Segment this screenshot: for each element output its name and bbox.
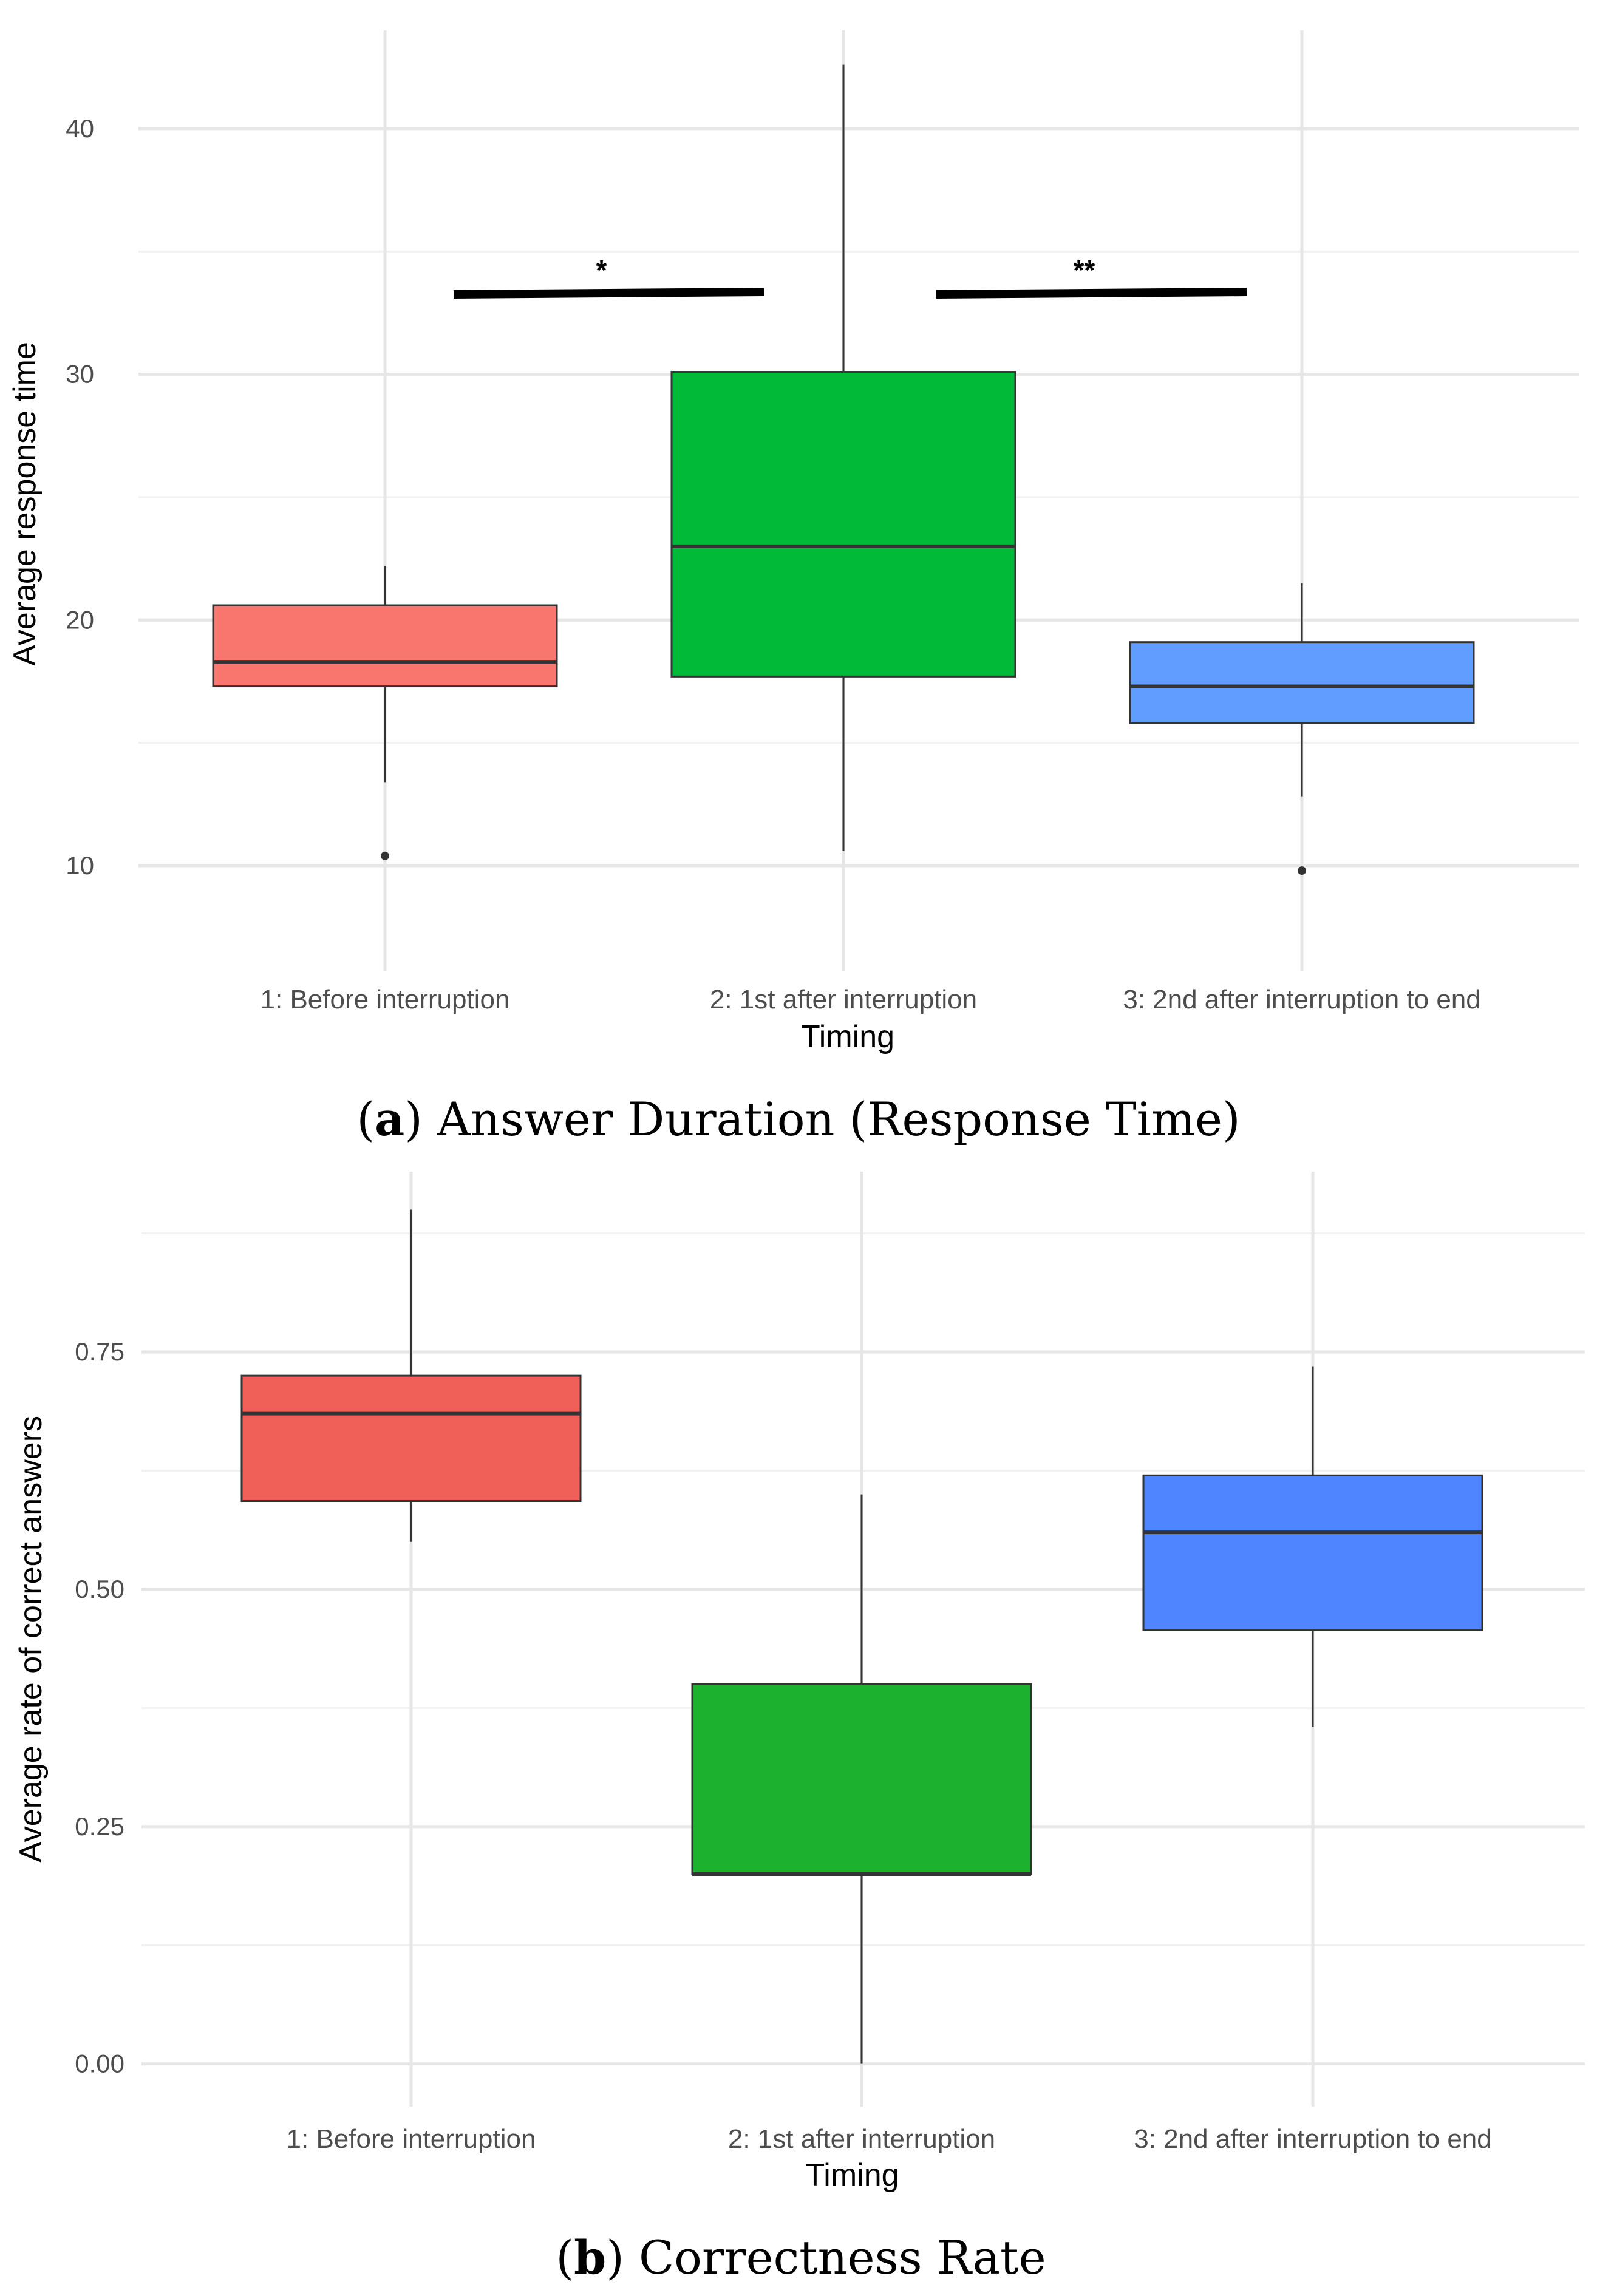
significance-bar <box>936 288 1247 299</box>
x-tick-label: 1: Before interruption <box>287 2124 536 2154</box>
caption-paren-open: ( <box>556 2230 574 2284</box>
y-tick-label: 0.50 <box>75 1575 124 1603</box>
plot-a-response-time: 10 20 30 40 1: Before interruption 2: 1st aft… <box>7 30 1579 1146</box>
figure-caption: (a) Answer Duration (Response Time) <box>356 1092 1240 1146</box>
plot-b-correctness-rate: 0.00 0.25 0.50 0.75 1: Before interruption 2:… <box>13 1172 1585 2284</box>
box-iqr <box>240 1374 582 1503</box>
y-tick-label: 0.25 <box>75 1812 124 1841</box>
y-tick-label: 20 <box>66 605 94 634</box>
figure-caption: (b) Correctness Rate <box>556 2230 1046 2284</box>
box-group <box>1129 583 1475 875</box>
y-tick-label: 30 <box>66 360 94 389</box>
box-iqr <box>691 1683 1032 1875</box>
y-tick-label: 0.00 <box>75 2050 124 2078</box>
y-axis-title: Average response time <box>7 342 43 666</box>
caption-paren-close: ) <box>404 1092 437 1146</box>
caption-letter: b <box>574 2230 606 2284</box>
x-tick-label: 1: Before interruption <box>260 985 510 1014</box>
box-group <box>240 1209 582 1542</box>
box-group <box>691 1494 1032 2064</box>
box-iqr <box>1129 641 1475 724</box>
caption-text: Correctness Rate <box>639 2230 1046 2284</box>
outlier-point <box>381 851 389 860</box>
x-axis-title: Timing <box>805 2158 899 2193</box>
y-tick-label: 10 <box>66 851 94 880</box>
x-axis-title: Timing <box>801 1019 894 1055</box>
box-group <box>1142 1366 1483 1727</box>
y-tick-label: 0.75 <box>75 1337 124 1366</box>
outlier-point <box>1298 866 1306 875</box>
x-tick-label: 2: 1st after interruption <box>728 2124 995 2154</box>
significance-label: ** <box>1074 254 1095 286</box>
box-group <box>670 64 1016 851</box>
y-axis-title: Average rate of correct answers <box>13 1416 49 1863</box>
x-tick-label: 3: 2nd after interruption to end <box>1134 2124 1492 2154</box>
caption-text: Answer Duration (Response Time) <box>437 1092 1241 1146</box>
box-iqr <box>1142 1474 1483 1631</box>
x-tick-label: 2: 1st after interruption <box>710 985 977 1014</box>
box-iqr <box>212 604 558 688</box>
caption-paren-open: ( <box>356 1092 375 1146</box>
box-group <box>212 566 558 860</box>
caption-letter: a <box>375 1092 404 1146</box>
significance-label: * <box>596 254 607 286</box>
caption-paren-close: ) <box>606 2230 639 2284</box>
y-tick-label: 40 <box>66 114 94 143</box>
x-tick-label: 3: 2nd after interruption to end <box>1123 985 1481 1014</box>
box-iqr <box>670 371 1016 678</box>
significance-bar <box>453 288 764 299</box>
